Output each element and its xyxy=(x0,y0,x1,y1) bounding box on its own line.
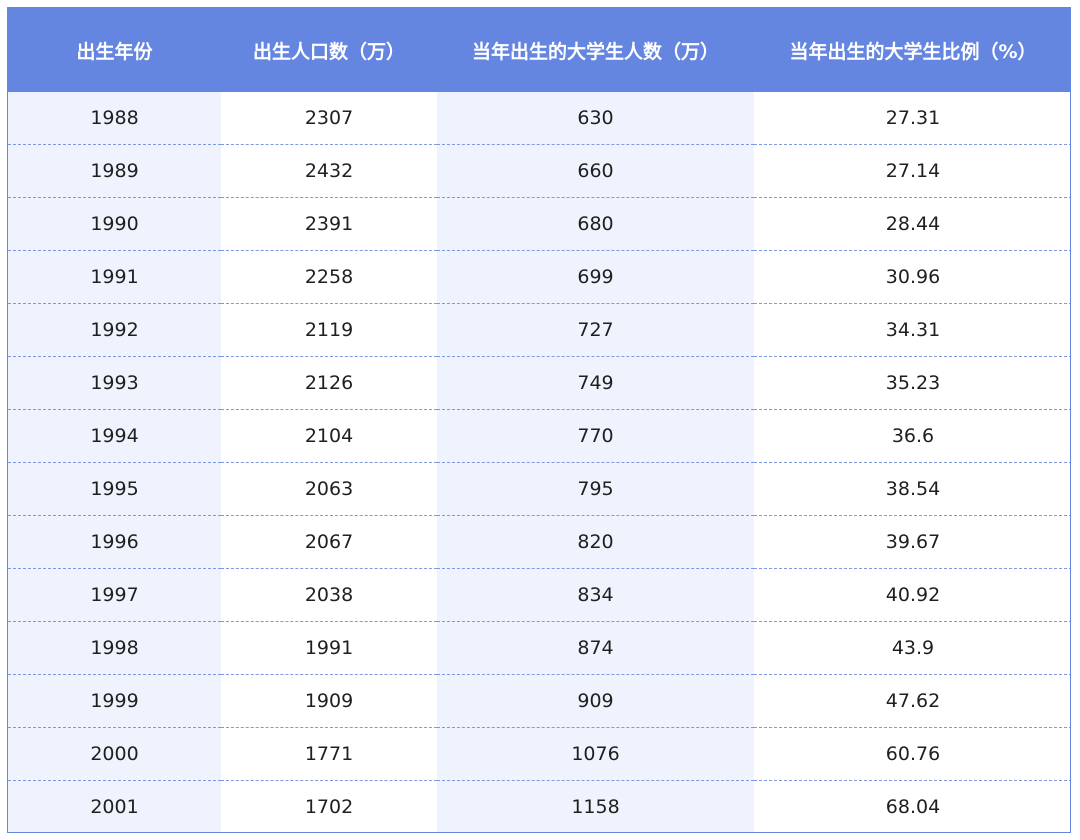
cell-birth-year: 1992 xyxy=(8,303,221,357)
cell-birth-population: 1702 xyxy=(221,780,437,832)
cell-birth-population: 2063 xyxy=(221,462,437,516)
cell-college-students: 660 xyxy=(437,144,754,198)
table-row: 2001 1702 1158 68.04 xyxy=(8,780,1070,832)
cell-birth-population: 2126 xyxy=(221,356,437,410)
cell-birth-population: 2258 xyxy=(221,250,437,304)
table-row: 1997 2038 834 40.92 xyxy=(8,568,1070,622)
cell-birth-population: 1991 xyxy=(221,621,437,675)
cell-college-students: 1158 xyxy=(437,780,754,832)
header-college-students: 当年出生的大学生人数（万） xyxy=(437,8,754,92)
cell-college-ratio: 47.62 xyxy=(754,674,1070,728)
cell-college-ratio: 39.67 xyxy=(754,515,1070,569)
table-body: 1988 2307 630 27.31 1989 2432 660 27.14 1990 2391… xyxy=(8,92,1070,832)
table-row: 1992 2119 727 34.31 xyxy=(8,303,1070,357)
cell-birth-population: 2432 xyxy=(221,144,437,198)
table-row: 1999 1909 909 47.62 xyxy=(8,674,1070,728)
cell-college-students: 630 xyxy=(437,92,754,145)
cell-birth-population: 2119 xyxy=(221,303,437,357)
cell-college-ratio: 35.23 xyxy=(754,356,1070,410)
cell-college-ratio: 34.31 xyxy=(754,303,1070,357)
cell-birth-year: 1996 xyxy=(8,515,221,569)
cell-college-ratio: 27.14 xyxy=(754,144,1070,198)
cell-birth-population: 2307 xyxy=(221,92,437,145)
cell-college-students: 770 xyxy=(437,409,754,463)
header-birth-population: 出生人口数（万） xyxy=(221,8,437,92)
cell-college-ratio: 43.9 xyxy=(754,621,1070,675)
cell-college-students: 874 xyxy=(437,621,754,675)
cell-birth-year: 1993 xyxy=(8,356,221,410)
header-birth-year: 出生年份 xyxy=(8,8,221,92)
cell-birth-year: 1991 xyxy=(8,250,221,304)
table-row: 1988 2307 630 27.31 xyxy=(8,92,1070,145)
cell-college-students: 820 xyxy=(437,515,754,569)
cell-birth-population: 2067 xyxy=(221,515,437,569)
table-row: 1995 2063 795 38.54 xyxy=(8,462,1070,516)
table-row: 1998 1991 874 43.9 xyxy=(8,621,1070,675)
cell-college-students: 795 xyxy=(437,462,754,516)
cell-college-ratio: 27.31 xyxy=(754,92,1070,145)
cell-college-students: 727 xyxy=(437,303,754,357)
cell-birth-year: 1997 xyxy=(8,568,221,622)
cell-birth-year: 2000 xyxy=(8,727,221,781)
cell-birth-year: 1999 xyxy=(8,674,221,728)
header-college-ratio: 当年出生的大学生比例（%） xyxy=(754,8,1070,92)
cell-birth-year: 1990 xyxy=(8,197,221,251)
cell-college-students: 680 xyxy=(437,197,754,251)
data-table: 出生年份 出生人口数（万） 当年出生的大学生人数（万） 当年出生的大学生比例（%… xyxy=(8,8,1070,832)
table-row: 2000 1771 1076 60.76 xyxy=(8,727,1070,781)
cell-college-students: 699 xyxy=(437,250,754,304)
table-row: 1996 2067 820 39.67 xyxy=(8,515,1070,569)
table-row: 1994 2104 770 36.6 xyxy=(8,409,1070,463)
cell-college-students: 749 xyxy=(437,356,754,410)
cell-birth-year: 1989 xyxy=(8,144,221,198)
data-table-frame: 出生年份 出生人口数（万） 当年出生的大学生人数（万） 当年出生的大学生比例（%… xyxy=(7,7,1071,833)
cell-birth-year: 1994 xyxy=(8,409,221,463)
cell-birth-population: 2038 xyxy=(221,568,437,622)
table-header: 出生年份 出生人口数（万） 当年出生的大学生人数（万） 当年出生的大学生比例（%… xyxy=(8,8,1070,92)
table-row: 1991 2258 699 30.96 xyxy=(8,250,1070,304)
cell-birth-year: 2001 xyxy=(8,780,221,832)
cell-birth-population: 2391 xyxy=(221,197,437,251)
cell-college-ratio: 28.44 xyxy=(754,197,1070,251)
table-row: 1989 2432 660 27.14 xyxy=(8,144,1070,198)
cell-college-students: 834 xyxy=(437,568,754,622)
cell-college-ratio: 36.6 xyxy=(754,409,1070,463)
header-row: 出生年份 出生人口数（万） 当年出生的大学生人数（万） 当年出生的大学生比例（%… xyxy=(8,8,1070,92)
cell-birth-year: 1998 xyxy=(8,621,221,675)
cell-college-ratio: 68.04 xyxy=(754,780,1070,832)
cell-college-students: 909 xyxy=(437,674,754,728)
cell-college-ratio: 60.76 xyxy=(754,727,1070,781)
cell-birth-population: 2104 xyxy=(221,409,437,463)
cell-birth-year: 1995 xyxy=(8,462,221,516)
cell-college-ratio: 30.96 xyxy=(754,250,1070,304)
cell-college-students: 1076 xyxy=(437,727,754,781)
table-row: 1993 2126 749 35.23 xyxy=(8,356,1070,410)
cell-birth-population: 1909 xyxy=(221,674,437,728)
cell-college-ratio: 38.54 xyxy=(754,462,1070,516)
cell-birth-population: 1771 xyxy=(221,727,437,781)
cell-birth-year: 1988 xyxy=(8,92,221,145)
cell-college-ratio: 40.92 xyxy=(754,568,1070,622)
table-row: 1990 2391 680 28.44 xyxy=(8,197,1070,251)
